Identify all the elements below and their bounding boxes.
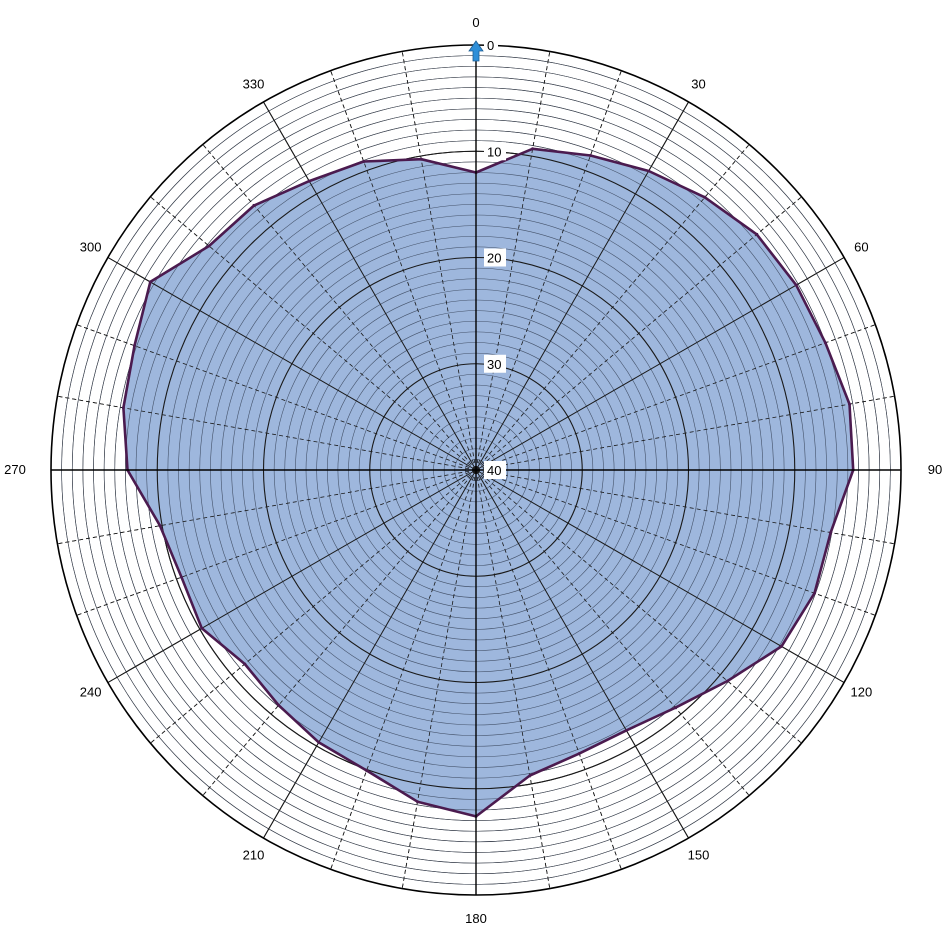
minor-spoke-overlay bbox=[401, 51, 477, 471]
major-spoke-overlay bbox=[263, 101, 477, 471]
minor-spoke-overlay bbox=[475, 70, 622, 471]
minor-spoke-overlay bbox=[76, 324, 477, 471]
data-point bbox=[148, 280, 152, 284]
minor-spoke-overlay bbox=[150, 196, 477, 471]
data-point bbox=[813, 591, 816, 595]
data-point bbox=[848, 402, 851, 406]
angle-tick-label: 270 bbox=[4, 462, 26, 477]
data-point bbox=[158, 524, 162, 528]
minor-spoke-overlay bbox=[57, 395, 477, 471]
major-spoke-overlay bbox=[475, 469, 689, 839]
angle-tick-label: 90 bbox=[928, 462, 942, 477]
minor-spoke-overlay bbox=[475, 469, 750, 796]
angle-tick-label: 30 bbox=[691, 77, 705, 92]
data-point bbox=[624, 728, 628, 732]
label-layer: 0 30 60 90 120 150 180 210 240 270 300 330 0 10 20 30 40 bbox=[4, 15, 942, 926]
data-point bbox=[416, 800, 419, 804]
data-point bbox=[528, 774, 532, 777]
angle-tick-label: 210 bbox=[243, 847, 265, 862]
minor-spoke-overlay bbox=[475, 196, 802, 471]
major-spoke-overlay bbox=[263, 469, 477, 839]
major-spoke-overlay bbox=[475, 257, 845, 471]
data-point bbox=[362, 160, 366, 163]
series-area bbox=[123, 148, 854, 817]
radial-tick-label: 40 bbox=[487, 463, 501, 478]
data-point bbox=[180, 575, 183, 579]
data-point bbox=[365, 769, 369, 772]
angle-tick-label: 150 bbox=[688, 847, 710, 862]
radial-label-box bbox=[484, 461, 506, 479]
minor-spoke-overlay bbox=[475, 469, 551, 889]
data-point bbox=[673, 706, 677, 710]
minor-spoke-overlay bbox=[57, 469, 477, 545]
data-point bbox=[200, 626, 204, 630]
radial-label-box bbox=[484, 142, 506, 161]
radial-label-box bbox=[484, 36, 498, 54]
data-point bbox=[252, 204, 256, 207]
angle-tick-label: 330 bbox=[243, 77, 265, 92]
data-point bbox=[531, 147, 535, 151]
data-point bbox=[317, 740, 321, 744]
data-point bbox=[121, 406, 125, 410]
radial-tick-label: 10 bbox=[487, 144, 501, 159]
minor-spoke-overlay bbox=[202, 144, 477, 471]
major-spoke-overlay bbox=[107, 469, 477, 683]
major-spoke-overlay bbox=[475, 101, 689, 471]
minor-spoke-overlay bbox=[401, 469, 477, 889]
angle-tick-label: 60 bbox=[854, 240, 868, 255]
data-point bbox=[589, 154, 592, 157]
data-point bbox=[794, 283, 798, 287]
data-point bbox=[829, 531, 833, 534]
minor-spoke-overlay bbox=[475, 324, 876, 471]
angle-tick-label: 300 bbox=[80, 240, 102, 255]
minor-spoke-overlay bbox=[475, 469, 876, 616]
minor-spoke-overlay bbox=[475, 469, 895, 545]
angle-tick-label: 240 bbox=[80, 685, 102, 700]
minor-spoke-overlay bbox=[150, 469, 477, 744]
angle-tick-label: 120 bbox=[851, 685, 873, 700]
data-point bbox=[726, 679, 729, 683]
data-point bbox=[419, 157, 423, 161]
data-point bbox=[277, 703, 281, 707]
minor-spoke-overlay bbox=[202, 469, 477, 796]
radial-tick-label: 30 bbox=[487, 357, 501, 372]
minor-spoke-overlay bbox=[330, 469, 477, 870]
data-point bbox=[647, 169, 651, 173]
minor-spoke-overlay bbox=[330, 70, 477, 471]
minor-spoke-overlay bbox=[475, 144, 750, 471]
data-point bbox=[577, 752, 581, 756]
minor-spoke-overlay bbox=[475, 51, 551, 471]
north-marker-icon bbox=[468, 40, 484, 62]
data-point bbox=[703, 195, 707, 199]
radial-label-box bbox=[484, 354, 506, 373]
data-point bbox=[207, 244, 211, 248]
radial-label-box bbox=[484, 248, 506, 267]
data-point bbox=[755, 232, 759, 236]
minor-spoke-overlay bbox=[475, 469, 802, 744]
minor-spoke-overlay bbox=[475, 469, 622, 870]
minor-spoke-overlay bbox=[475, 395, 895, 471]
angle-tick-label: 0 bbox=[472, 15, 479, 30]
radial-tick-label: 20 bbox=[487, 251, 501, 266]
data-point bbox=[307, 179, 311, 183]
data-point bbox=[243, 662, 247, 666]
minor-spoke-overlay bbox=[76, 469, 477, 616]
angle-tick-label: 180 bbox=[465, 911, 487, 926]
major-spoke-overlay bbox=[107, 257, 477, 471]
data-point bbox=[780, 644, 783, 648]
radial-tick-label: 0 bbox=[487, 38, 494, 53]
data-point bbox=[823, 341, 827, 345]
data-point bbox=[133, 344, 136, 348]
